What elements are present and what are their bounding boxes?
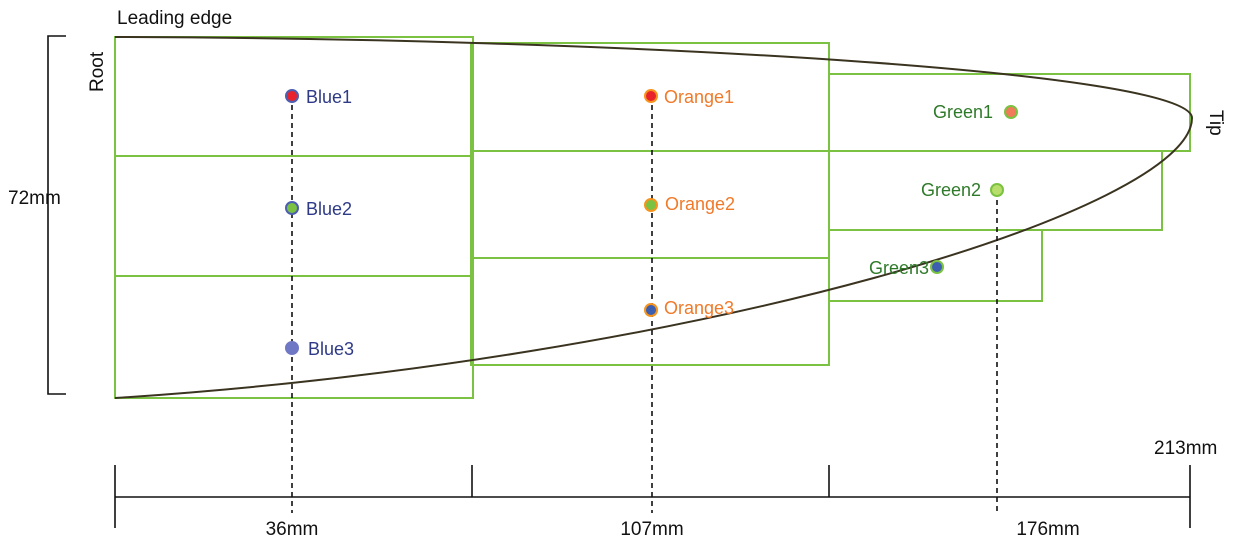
sensor-label: Orange3 xyxy=(664,298,734,318)
distance-label-green: 176mm xyxy=(1016,519,1079,540)
sensor-dot xyxy=(644,89,658,103)
sensor-point-orange3: Orange3 xyxy=(644,298,734,318)
sensor-dot xyxy=(285,341,299,355)
sensor-dot xyxy=(285,201,299,215)
sensor-dot xyxy=(644,303,658,317)
sensor-label: Green2 xyxy=(921,180,981,200)
chord-length-label: 72mm xyxy=(8,188,61,209)
sensor-label: Orange1 xyxy=(664,87,734,107)
panel-green-3 xyxy=(828,229,1043,302)
sensor-label: Blue1 xyxy=(306,87,352,107)
wing-outline xyxy=(114,36,1194,399)
sensor-label: Orange2 xyxy=(665,194,735,214)
sensor-dot xyxy=(990,183,1004,197)
sensor-point-orange2: Orange2 xyxy=(644,194,735,214)
sensor-label: Green3 xyxy=(869,258,929,278)
leading-edge-label: Leading edge xyxy=(117,8,232,29)
sensor-point-orange1: Orange1 xyxy=(644,87,734,107)
sensor-point-blue2: Blue2 xyxy=(285,199,352,219)
root-bracket xyxy=(47,35,66,395)
sensor-point-blue3: Blue3 xyxy=(285,339,354,359)
panel-orange-3 xyxy=(470,257,830,366)
distance-label-orange: 107mm xyxy=(620,519,683,540)
sensor-dot xyxy=(644,198,658,212)
span-end-label: 213mm xyxy=(1154,438,1217,459)
panel-blue-2 xyxy=(114,155,474,277)
sensor-label: Blue3 xyxy=(308,339,354,359)
tip-label: Tip xyxy=(1205,110,1226,136)
sensor-label: Blue2 xyxy=(306,199,352,219)
sensor-point-green2: Green2 xyxy=(921,180,1004,200)
root-label: Root xyxy=(87,51,108,92)
panel-blue-3 xyxy=(114,275,474,399)
distance-label-blue: 36mm xyxy=(266,519,319,540)
sensor-dot xyxy=(285,89,299,103)
sensor-point-green1: Green1 xyxy=(933,102,1018,122)
sensor-dot xyxy=(1004,105,1018,119)
sensor-lines xyxy=(291,96,998,513)
sensor-dot xyxy=(930,260,944,274)
sensor-point-green3: Green3 xyxy=(869,258,944,278)
sensor-label: Green1 xyxy=(933,102,993,122)
sensor-point-blue1: Blue1 xyxy=(285,87,352,107)
span-axis xyxy=(114,465,1191,528)
